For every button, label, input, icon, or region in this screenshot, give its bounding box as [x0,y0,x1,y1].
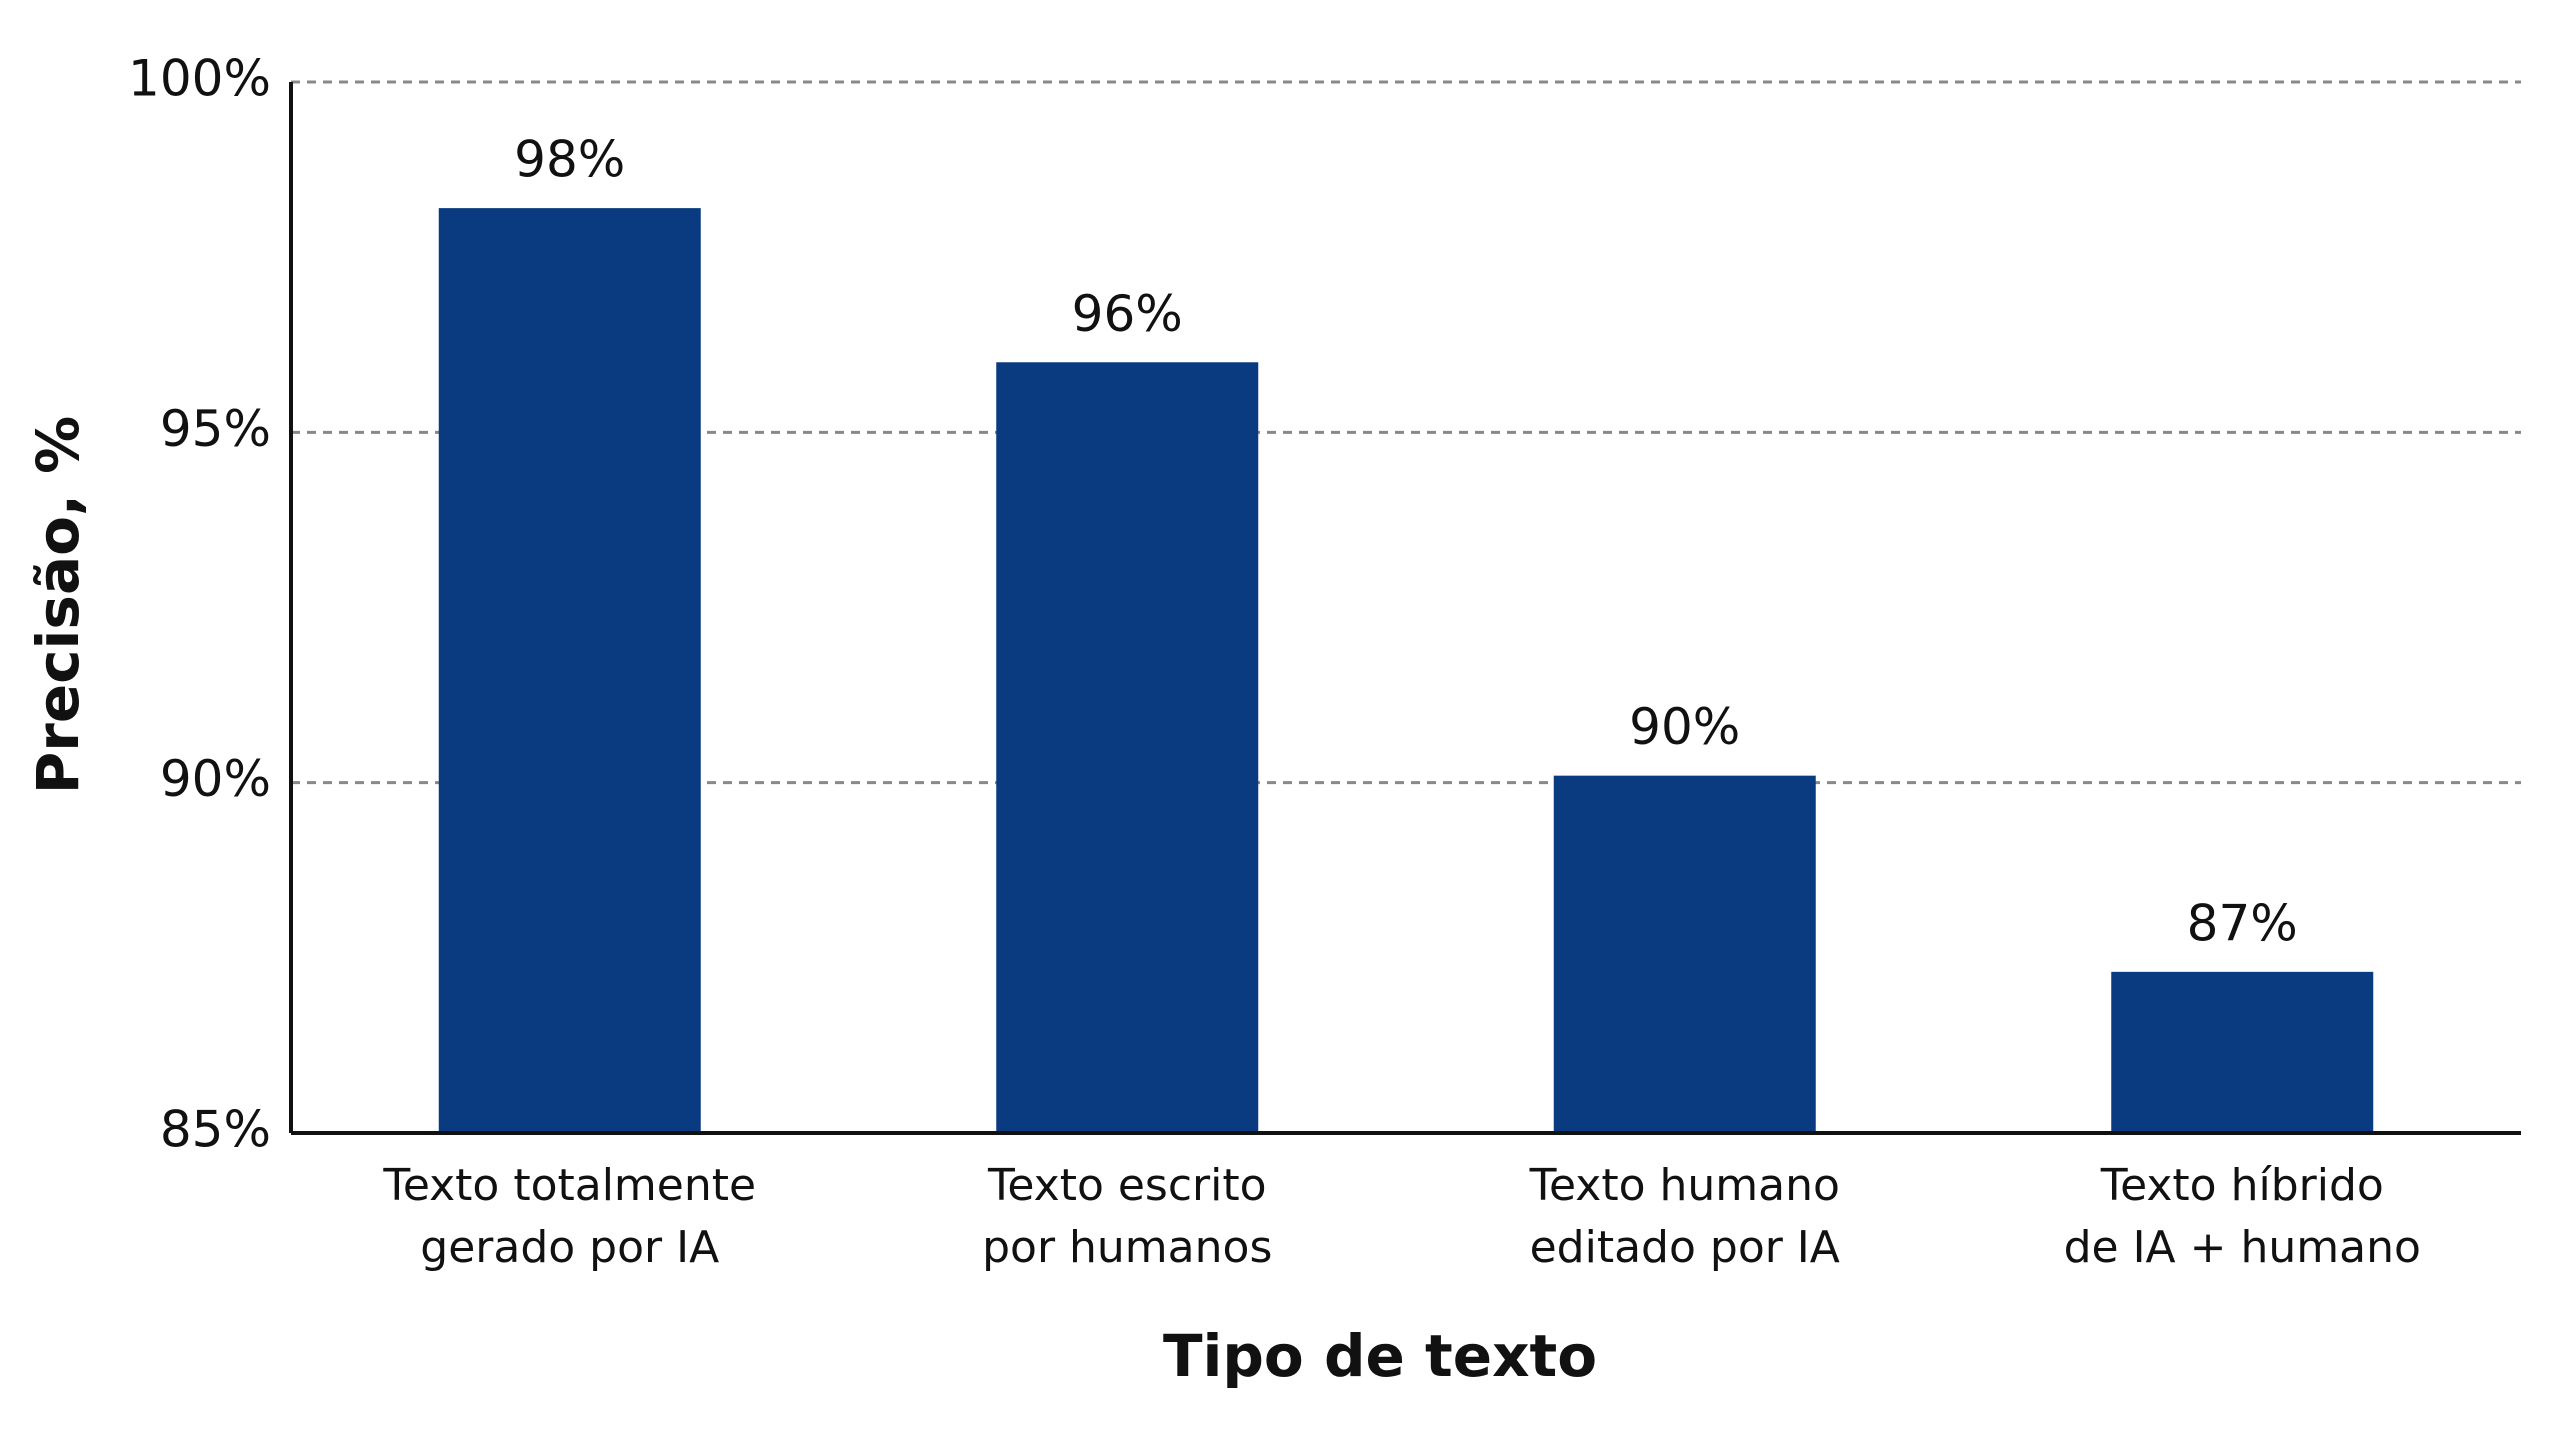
bar [438,208,701,1133]
bar [2111,971,2374,1133]
x-tick-label: Texto escrito por humanos [982,1160,1272,1273]
y-axis-title: Precisão, % [24,416,92,795]
value-label: 90% [1629,698,1740,756]
value-label: 96% [1072,285,1183,343]
x-tick-label: Texto totalmente gerado por IA [382,1160,756,1273]
bar [996,362,1259,1133]
bar [1553,775,1816,1133]
y-tick-label: 85% [160,1101,271,1159]
y-tick-label: 90% [160,750,271,808]
x-tick-label: Texto humano editado por IA [1529,1160,1840,1273]
y-tick-label: 95% [160,400,271,458]
x-tick-label: Texto híbrido de IA + humano [2064,1160,2421,1273]
x-axis-title: Tipo de texto [1163,1322,1597,1390]
y-tick-label: 100% [128,50,271,108]
value-label: 98% [514,131,625,189]
value-label: 87% [2187,894,2298,952]
